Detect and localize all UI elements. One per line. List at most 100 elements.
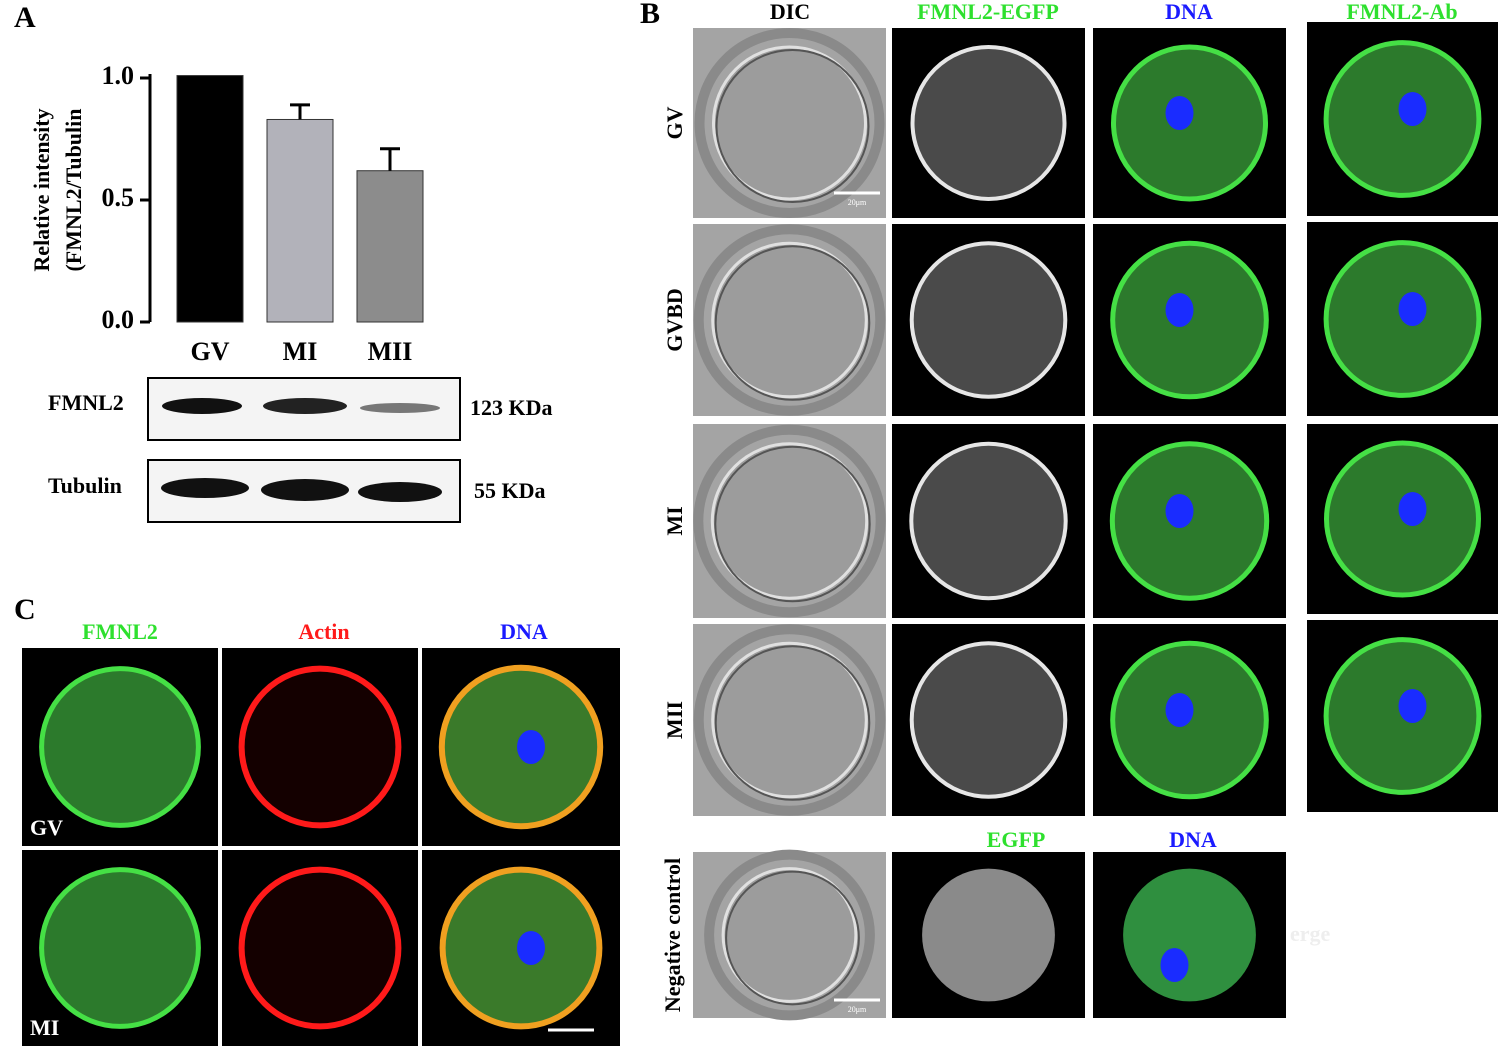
band xyxy=(161,478,249,498)
chromatin xyxy=(1398,92,1427,126)
micrograph xyxy=(693,624,886,816)
micrograph xyxy=(892,28,1085,218)
micrograph xyxy=(693,224,886,416)
band xyxy=(162,398,242,414)
band xyxy=(263,398,347,414)
oocyte xyxy=(909,241,1068,399)
x-tick-label: MII xyxy=(368,337,413,366)
panel-letter: C xyxy=(14,593,36,626)
micrograph xyxy=(892,224,1085,416)
row-label: GV xyxy=(30,815,63,840)
blot-size: 123 KDa xyxy=(470,395,553,420)
zona xyxy=(693,624,886,816)
chromatin xyxy=(1398,292,1427,326)
column-header: EGFP xyxy=(987,827,1046,852)
chromatin xyxy=(1165,293,1194,327)
column-header: DNA xyxy=(1169,827,1217,852)
y-tick-label: 1.0 xyxy=(102,61,135,90)
oocyte xyxy=(922,868,1055,1002)
panel-letter: B xyxy=(640,0,660,30)
scale-bar-label: 20μm xyxy=(848,198,867,207)
row-label: Negative control xyxy=(660,858,685,1012)
oocyte xyxy=(238,866,402,1030)
micrograph xyxy=(892,424,1085,618)
oocyte xyxy=(710,442,869,600)
shade xyxy=(714,445,871,603)
y-tick-label: 0.0 xyxy=(102,305,135,334)
zona xyxy=(704,849,875,1021)
chromatin xyxy=(1165,494,1194,528)
x-tick-label: GV xyxy=(191,337,230,366)
micrograph xyxy=(1093,852,1286,1018)
bar xyxy=(356,170,424,323)
micrograph xyxy=(1307,22,1498,216)
oocyte xyxy=(1123,868,1256,1002)
y-axis-label: (FMNL2/Tubulin xyxy=(61,108,86,271)
micrograph xyxy=(1093,28,1286,218)
chromatin xyxy=(517,730,545,764)
micrograph xyxy=(693,424,886,618)
watermark: erge xyxy=(1290,921,1331,946)
scale-bar-label: 20μm xyxy=(848,1005,867,1014)
micrograph xyxy=(1307,424,1498,614)
column-header: DNA xyxy=(500,619,548,644)
micrograph xyxy=(22,850,218,1046)
micrograph xyxy=(1093,624,1286,816)
shade xyxy=(714,645,871,801)
micrograph xyxy=(422,850,620,1046)
chromatin xyxy=(1165,693,1194,727)
oocyte xyxy=(909,441,1068,601)
error-bar xyxy=(380,147,400,171)
micrograph xyxy=(892,624,1085,816)
column-header: FMNL2-Ab xyxy=(1346,0,1457,24)
oocyte xyxy=(712,45,867,201)
oocyte xyxy=(39,867,201,1029)
band xyxy=(360,403,440,413)
chromatin xyxy=(1160,948,1189,982)
micrograph xyxy=(1307,620,1498,812)
micrograph xyxy=(1307,222,1498,416)
oocyte xyxy=(721,867,858,1003)
row-label: MII xyxy=(662,701,687,739)
micrograph xyxy=(222,850,418,1046)
micrograph xyxy=(1093,224,1286,416)
chromatin xyxy=(517,931,545,965)
blot-label: Tubulin xyxy=(48,473,122,498)
blot-label: FMNL2 xyxy=(48,390,124,415)
oocyte xyxy=(238,665,402,829)
zona xyxy=(693,224,886,416)
oocyte xyxy=(711,641,868,799)
shade xyxy=(725,870,860,1006)
shade xyxy=(714,245,871,401)
x-tick-label: MI xyxy=(283,337,318,366)
shade xyxy=(715,49,870,203)
y-tick-label: 0.5 xyxy=(102,183,135,212)
row-label: MI xyxy=(662,506,687,535)
zona xyxy=(693,424,886,618)
micrographs xyxy=(22,22,1498,1046)
bar xyxy=(176,75,244,323)
oocyte xyxy=(909,641,1068,799)
micrograph xyxy=(693,849,886,1021)
micrograph xyxy=(1093,424,1286,618)
overlay: GV MI 20μm 20μm xyxy=(30,191,880,1040)
panel-letter: A xyxy=(14,1,36,34)
blot-size: 55 KDa xyxy=(474,478,546,503)
column-header: Actin xyxy=(298,619,349,644)
column-header: FMNL2-EGFP xyxy=(917,0,1059,24)
oocyte xyxy=(711,241,868,399)
micrograph xyxy=(222,648,418,846)
chromatin xyxy=(1398,689,1427,723)
chromatin xyxy=(1165,96,1194,130)
oocyte xyxy=(39,666,201,828)
y-axis-label: Relative intensity xyxy=(29,108,54,271)
column-header: DIC xyxy=(770,0,810,24)
error-bar xyxy=(290,103,310,120)
chromatin xyxy=(1398,492,1427,526)
column-header: FMNL2 xyxy=(82,619,158,644)
zona xyxy=(694,28,885,218)
micrograph xyxy=(892,852,1085,1018)
column-header: DNA xyxy=(1165,0,1213,24)
micrograph xyxy=(422,648,620,846)
